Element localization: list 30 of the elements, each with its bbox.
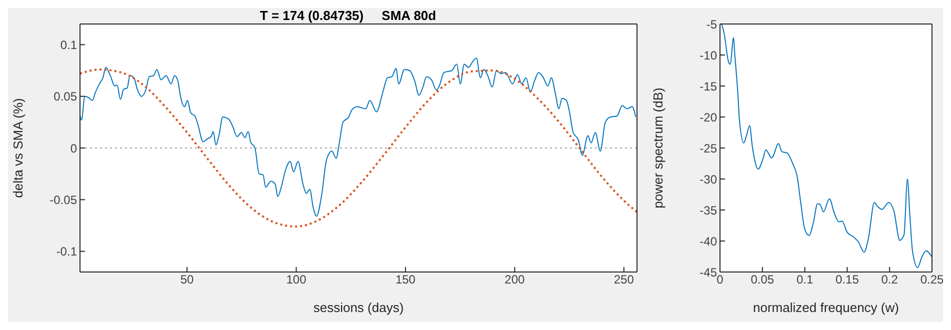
x-tick-label: 100 (286, 272, 307, 287)
y-tick-label: -30 (700, 172, 718, 186)
y-tick-label: -40 (700, 234, 718, 248)
y-tick-label: -0.1 (56, 244, 78, 259)
line-series (721, 24, 932, 268)
y-tick-label: -10 (700, 48, 718, 62)
x-tick-label: 0.2 (881, 272, 898, 287)
y-tick-label: -45 (700, 265, 718, 280)
y-tick-label: -5 (706, 17, 718, 32)
x-axis-title: sessions (days) (313, 300, 404, 315)
x-tick-label: 0.15 (836, 272, 860, 287)
chart-title: T = 174 (0.84735) SMA 80d (258, 8, 438, 23)
y-tick-label: 0.05 (54, 90, 78, 104)
y-tick-label: -0.05 (50, 192, 78, 207)
x-axis-title: normalized frequency (w) (753, 300, 899, 315)
y-tick-label: -20 (700, 110, 718, 124)
x-tick-label: 0.1 (796, 272, 814, 287)
y-tick-label: -35 (700, 203, 718, 218)
x-tick-label: 250 (614, 272, 634, 287)
y-tick-label: -15 (700, 79, 718, 94)
y-tick-label: 0 (70, 141, 78, 156)
x-tick-label: 200 (504, 272, 526, 287)
y-axis-title: power spectrum (dB) (650, 88, 666, 208)
x-tick-label: 50 (180, 272, 194, 287)
y-tick-label: -25 (700, 141, 718, 156)
y-axis-title: delta vs SMA (%) (10, 98, 26, 198)
x-tick-label: 0.05 (750, 272, 774, 287)
y-tick-label: 0.1 (60, 38, 78, 52)
x-tick-label: 150 (395, 272, 416, 287)
x-tick-label: 0.25 (920, 272, 944, 287)
